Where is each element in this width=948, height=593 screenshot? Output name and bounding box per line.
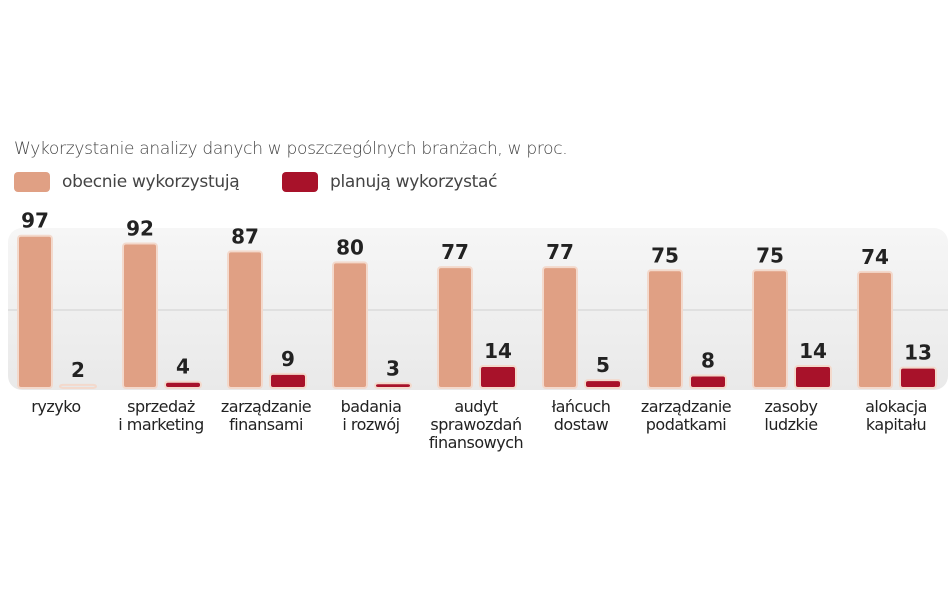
bar-current: [437, 266, 473, 389]
legend-item-planned: planują wykorzystać: [282, 172, 498, 192]
data-label: 8: [701, 348, 715, 372]
data-label: 2: [71, 358, 85, 382]
category-label: kapitału: [866, 415, 926, 434]
bar-current: [122, 242, 158, 389]
category-label: alokacja: [865, 397, 927, 416]
data-label: 75: [756, 243, 784, 267]
bar-current: [752, 269, 788, 389]
bar-planned: [689, 374, 727, 390]
data-label: 77: [441, 240, 469, 264]
category-label: sprzedaż: [127, 397, 195, 416]
category-label: audyt: [454, 397, 498, 416]
bar-planned: [269, 372, 307, 389]
category-label: i marketing: [118, 415, 204, 434]
category-label: ryzyko: [31, 397, 80, 416]
data-label: 75: [651, 243, 679, 267]
data-label: 14: [484, 339, 512, 363]
data-label: 9: [281, 347, 295, 371]
legend-item-current: obecnie wykorzystują: [14, 172, 240, 192]
data-label: 3: [386, 356, 400, 380]
category-label: zasoby: [765, 397, 818, 416]
data-label: 74: [861, 245, 889, 269]
data-label: 4: [176, 355, 190, 379]
bar-planned: [164, 380, 202, 390]
category-label: badania: [341, 397, 402, 416]
chart-title: Wykorzystanie analizy danych w poszczegó…: [14, 139, 568, 159]
data-label: 14: [799, 339, 827, 363]
data-label: 87: [231, 224, 259, 248]
bar-planned: [899, 366, 937, 389]
category-label: finansami: [229, 415, 303, 434]
data-label: 13: [904, 341, 932, 365]
category-label: łańcuch: [552, 397, 611, 416]
category-label: sprawozdań: [430, 415, 521, 434]
bar-current: [17, 234, 53, 389]
category-label: podatkami: [646, 415, 727, 434]
bar-current: [542, 266, 578, 389]
category-label: dostaw: [554, 415, 609, 434]
data-label: 97: [21, 209, 49, 233]
category-label: i rozwój: [342, 415, 399, 434]
category-label: ludzkie: [764, 415, 817, 434]
bar-current: [227, 250, 263, 389]
bar-planned: [59, 383, 97, 389]
bar-planned: [584, 379, 622, 389]
category-label: zarządzanie: [221, 397, 311, 416]
data-label: 92: [126, 217, 154, 241]
data-label: 80: [336, 235, 364, 259]
category-label: finansowych: [429, 433, 523, 452]
data-label: 5: [596, 353, 610, 377]
bar-current: [857, 270, 893, 390]
legend-swatch: [282, 172, 318, 192]
bar-current: [647, 269, 683, 389]
bar-planned: [794, 365, 832, 389]
category-label: zarządzanie: [641, 397, 731, 416]
data-label: 77: [546, 240, 574, 264]
bar-planned: [479, 365, 517, 389]
legend-swatch: [14, 172, 50, 192]
bar-current: [332, 261, 368, 389]
bar-planned: [374, 382, 412, 390]
legend-label: obecnie wykorzystują: [62, 172, 240, 192]
legend-label: planują wykorzystać: [330, 172, 498, 192]
